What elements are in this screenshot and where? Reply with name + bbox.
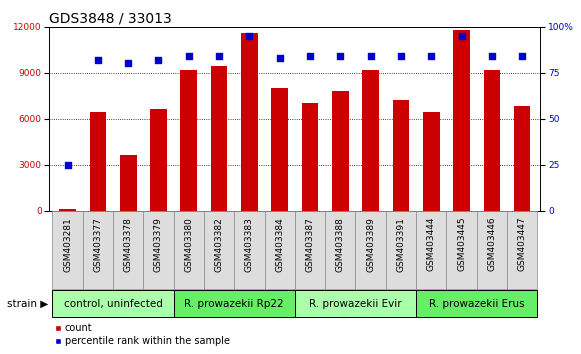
Bar — [241, 33, 258, 211]
Bar — [89, 113, 106, 211]
Point — [154, 57, 163, 63]
Point — [457, 33, 466, 39]
Text: GSM403387: GSM403387 — [306, 217, 314, 272]
Text: GSM403446: GSM403446 — [487, 217, 496, 272]
Bar — [59, 209, 76, 211]
Text: GSM403378: GSM403378 — [124, 217, 132, 272]
Text: GSM403377: GSM403377 — [94, 217, 102, 272]
Text: GSM403382: GSM403382 — [214, 217, 224, 272]
Point — [426, 53, 436, 59]
Point — [184, 53, 193, 59]
Text: control, uninfected: control, uninfected — [63, 298, 163, 309]
Bar — [302, 103, 318, 211]
Point — [93, 57, 102, 63]
Text: R. prowazekii Rp22: R. prowazekii Rp22 — [184, 298, 284, 309]
Bar — [52, 290, 174, 317]
Point — [245, 33, 254, 39]
Text: GSM403444: GSM403444 — [426, 217, 436, 272]
Bar — [514, 106, 530, 211]
Bar — [325, 211, 356, 289]
Bar — [356, 211, 386, 289]
Bar — [363, 69, 379, 211]
Bar — [483, 69, 500, 211]
Text: strain ▶: strain ▶ — [6, 298, 48, 309]
Text: GSM403383: GSM403383 — [245, 217, 254, 272]
Bar — [446, 211, 476, 289]
Text: GSM403388: GSM403388 — [336, 217, 345, 272]
Point — [518, 53, 527, 59]
Point — [214, 53, 224, 59]
Bar — [113, 211, 144, 289]
Bar — [52, 211, 83, 289]
Point — [306, 53, 315, 59]
Bar — [174, 290, 295, 317]
Text: GSM403447: GSM403447 — [518, 217, 526, 272]
Text: GSM403389: GSM403389 — [366, 217, 375, 272]
Bar — [83, 211, 113, 289]
Bar — [271, 88, 288, 211]
Bar — [150, 109, 167, 211]
Bar — [211, 67, 227, 211]
Bar — [295, 290, 416, 317]
Text: GSM403380: GSM403380 — [184, 217, 193, 272]
Point — [124, 61, 133, 66]
Text: GSM403391: GSM403391 — [396, 217, 406, 272]
Bar — [144, 211, 174, 289]
Text: GSM403384: GSM403384 — [275, 217, 284, 272]
Bar — [507, 211, 537, 289]
Point — [275, 55, 284, 61]
Bar — [174, 211, 204, 289]
Point — [336, 53, 345, 59]
Text: GSM403445: GSM403445 — [457, 217, 466, 272]
Text: GSM403281: GSM403281 — [63, 217, 72, 272]
Bar — [264, 211, 295, 289]
Point — [396, 53, 406, 59]
Bar — [234, 211, 264, 289]
Bar — [476, 211, 507, 289]
Text: GDS3848 / 33013: GDS3848 / 33013 — [49, 11, 172, 25]
Bar — [416, 211, 446, 289]
Point — [487, 53, 497, 59]
Point — [63, 162, 72, 167]
Bar — [453, 30, 470, 211]
Point — [366, 53, 375, 59]
Bar — [295, 211, 325, 289]
Bar — [332, 91, 349, 211]
Text: GSM403379: GSM403379 — [154, 217, 163, 272]
Text: R. prowazekii Erus: R. prowazekii Erus — [429, 298, 525, 309]
Bar — [423, 113, 440, 211]
Legend: count, percentile rank within the sample: count, percentile rank within the sample — [54, 324, 230, 346]
Bar — [181, 69, 197, 211]
Bar — [204, 211, 234, 289]
Bar — [386, 211, 416, 289]
Bar — [393, 100, 409, 211]
Bar — [120, 155, 137, 211]
Text: R. prowazekii Evir: R. prowazekii Evir — [309, 298, 402, 309]
Bar — [416, 290, 537, 317]
